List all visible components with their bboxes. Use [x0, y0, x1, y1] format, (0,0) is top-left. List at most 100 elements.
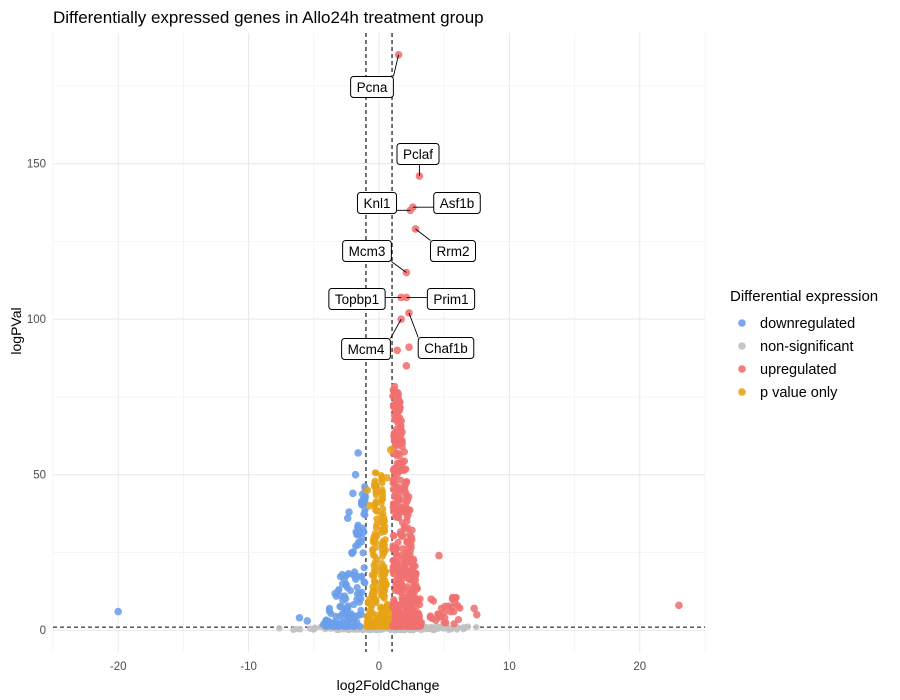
- gene-labels: Pcna Pclaf Knl1 Asf1b Rrm2 Mcm3 Topbp1 Prim1 Mcm…: [328, 54, 481, 360]
- data-point: [354, 530, 362, 539]
- gene-label-text: Chaf1b: [424, 341, 468, 356]
- data-point: [370, 480, 378, 488]
- gene-label-box: [396, 143, 440, 165]
- gene-label-text: Topbp1: [335, 292, 379, 307]
- data-point: [404, 495, 412, 504]
- data-point: [411, 588, 419, 596]
- data-point: [450, 598, 459, 607]
- data-point: [372, 498, 380, 505]
- data-point: [442, 619, 450, 627]
- data-point: [408, 559, 417, 567]
- data-point: [343, 514, 352, 523]
- data-point: [373, 520, 381, 528]
- data-point: [380, 584, 388, 592]
- data-point: [395, 514, 403, 522]
- data-point: [359, 549, 367, 557]
- data-point: [392, 584, 400, 592]
- data-point: [390, 432, 399, 440]
- legend-title: Differential expression: [730, 288, 878, 305]
- data-point: [400, 559, 409, 567]
- legend-label: downregulated: [760, 316, 855, 332]
- data-point: [361, 497, 369, 505]
- data-point: [402, 362, 411, 370]
- gene-label-text: Prim1: [433, 292, 468, 307]
- x-axis-title: log2FoldChange: [337, 677, 440, 693]
- data-point: [354, 541, 362, 549]
- data-point: [397, 476, 405, 484]
- data-point: [399, 531, 407, 539]
- data-point: [404, 544, 412, 552]
- data-point: [446, 607, 455, 616]
- data-point: [372, 488, 380, 496]
- data-point: [393, 452, 401, 460]
- data-point: [379, 495, 387, 503]
- data-point: [398, 428, 406, 436]
- data-point: [367, 609, 375, 617]
- data-point: [368, 603, 375, 611]
- gene-label-box: [350, 76, 394, 98]
- gene-label-text: Knl1: [363, 196, 390, 211]
- data-point: [373, 507, 381, 514]
- y-tick-label: 100: [27, 314, 46, 326]
- data-point: [363, 623, 371, 630]
- data-point: [363, 486, 372, 495]
- data-point: [114, 607, 122, 616]
- data-point: [410, 573, 418, 581]
- data-point: [411, 612, 419, 620]
- data-point: [353, 590, 362, 598]
- data-point: [336, 602, 344, 611]
- data-point: [378, 529, 385, 536]
- data-point: [371, 529, 379, 537]
- data-point: [417, 619, 426, 627]
- data-point: [390, 560, 399, 568]
- data-point: [348, 549, 356, 558]
- chart-title: Differentially expressed genes in Allo24…: [53, 8, 484, 27]
- data-point: [377, 613, 384, 620]
- data-point: [295, 613, 304, 622]
- data-point: [354, 449, 362, 457]
- data-point: [460, 625, 467, 633]
- data-point: [381, 592, 388, 600]
- gene-label-box: [426, 288, 476, 310]
- data-point: [393, 485, 402, 493]
- data-point: [400, 622, 408, 630]
- data-point: [384, 615, 391, 623]
- data-point: [355, 598, 364, 606]
- data-point: [373, 515, 381, 523]
- data-point: [431, 625, 438, 633]
- legend-key: [738, 388, 746, 396]
- data-point: [369, 545, 376, 553]
- data-point: [342, 620, 351, 628]
- data-point: [426, 613, 434, 621]
- data-point: [381, 536, 389, 544]
- x-tick-label: 10: [503, 661, 516, 673]
- data-point: [391, 382, 399, 390]
- data-point: [327, 609, 335, 618]
- x-tick-label: 20: [633, 661, 646, 673]
- data-point: [391, 505, 400, 513]
- data-point: [369, 596, 376, 604]
- legend-key: [738, 342, 746, 350]
- data-point: [349, 489, 357, 498]
- data-point: [396, 398, 404, 406]
- data-point: [369, 551, 377, 559]
- data-point: [344, 602, 352, 610]
- data-point: [372, 617, 380, 624]
- data-point: [400, 568, 408, 577]
- data-point: [331, 589, 339, 598]
- gene-label-box: [430, 240, 476, 262]
- gene-label-connector: [389, 318, 402, 339]
- y-axis-ticks: 0 50 100 150: [27, 159, 46, 638]
- data-point: [450, 620, 458, 628]
- gene-point: [397, 293, 405, 302]
- data-point: [441, 602, 449, 610]
- data-point: [391, 393, 400, 401]
- data-point: [408, 526, 416, 534]
- data-point: [390, 596, 398, 604]
- data-point: [389, 545, 397, 553]
- gene-label-connector: [415, 228, 431, 241]
- data-point: [394, 420, 402, 428]
- data-point: [340, 592, 349, 600]
- data-point: [439, 624, 446, 632]
